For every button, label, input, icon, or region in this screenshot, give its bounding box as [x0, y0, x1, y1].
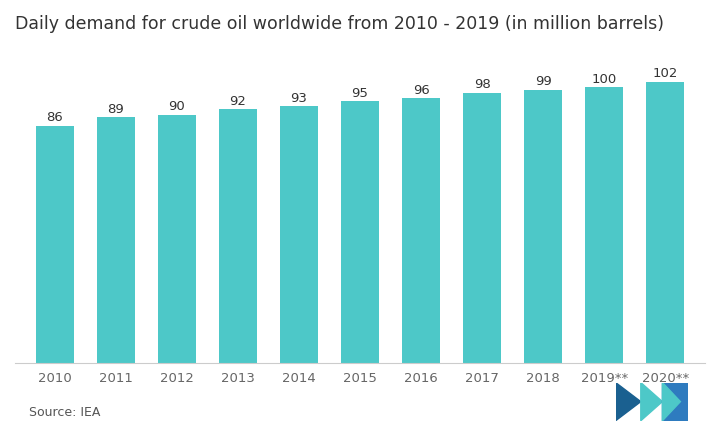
Text: 92: 92 — [230, 95, 246, 108]
Text: 93: 93 — [290, 92, 307, 105]
Text: 89: 89 — [107, 103, 124, 116]
Bar — [524, 90, 562, 363]
Text: 98: 98 — [474, 78, 490, 91]
Text: 100: 100 — [592, 73, 617, 86]
Text: 96: 96 — [413, 84, 429, 97]
Bar — [463, 93, 501, 363]
Text: 99: 99 — [535, 76, 552, 88]
Bar — [158, 115, 196, 363]
Bar — [402, 98, 440, 363]
Polygon shape — [616, 382, 641, 421]
Polygon shape — [662, 382, 688, 421]
Bar — [36, 126, 73, 363]
Text: 102: 102 — [652, 67, 678, 80]
Bar — [647, 82, 684, 363]
Bar — [96, 117, 135, 363]
Text: 86: 86 — [46, 111, 63, 125]
Polygon shape — [641, 382, 662, 421]
Text: Daily demand for crude oil worldwide from 2010 - 2019 (in million barrels): Daily demand for crude oil worldwide fro… — [15, 15, 664, 33]
Text: 90: 90 — [168, 100, 185, 113]
Bar — [280, 106, 318, 363]
Text: 95: 95 — [351, 87, 369, 99]
Text: Source: IEA: Source: IEA — [29, 405, 100, 419]
Bar — [219, 109, 257, 363]
Polygon shape — [662, 382, 680, 421]
Bar — [585, 87, 624, 363]
Bar — [341, 101, 379, 363]
